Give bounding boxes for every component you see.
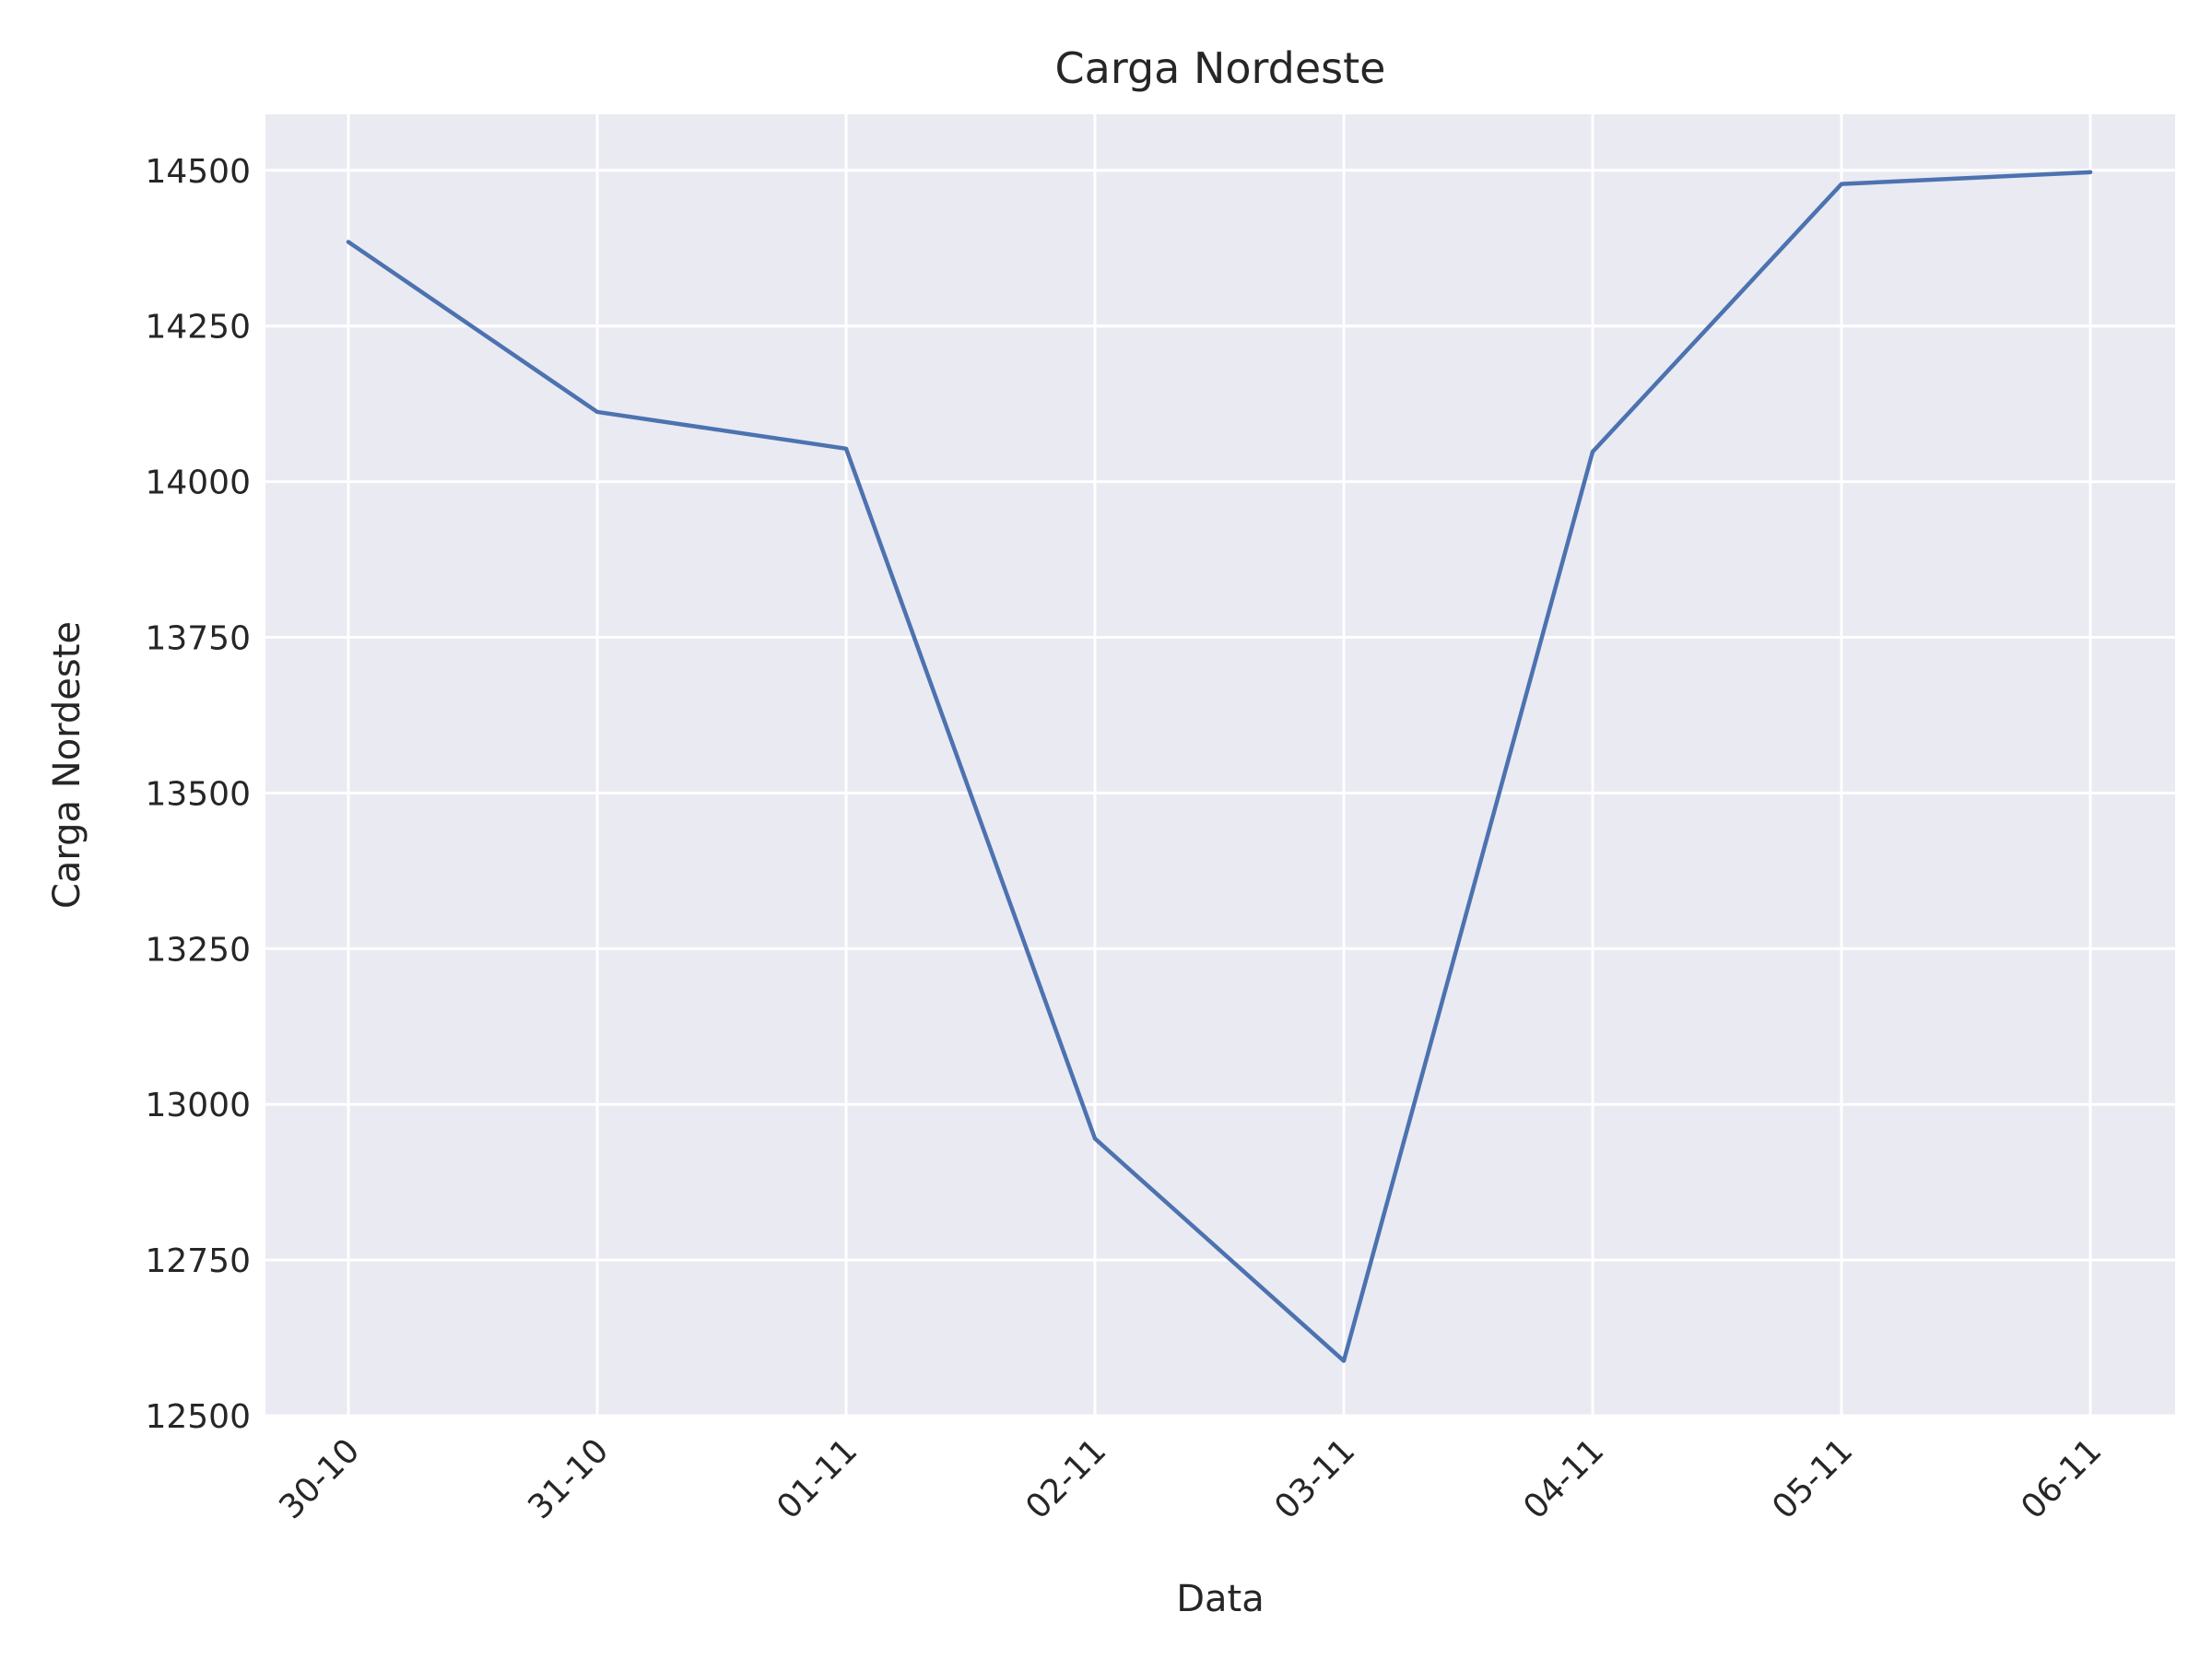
grid-lines bbox=[265, 114, 2175, 1418]
y-tick-label: 14250 bbox=[145, 309, 251, 347]
series-layer bbox=[346, 170, 2093, 1363]
y-tick-label: 13000 bbox=[145, 1087, 251, 1124]
y-tick-label: 13250 bbox=[145, 931, 251, 969]
x-tick-label: 03-11 bbox=[1267, 1431, 1362, 1526]
x-tick-label: 06-11 bbox=[2014, 1431, 2109, 1526]
y-tick-labels: 12500 12750 13000 13250 13500 13750 14000 14250… bbox=[145, 153, 251, 1436]
y-tick-label: 12500 bbox=[145, 1398, 251, 1436]
plot-background bbox=[265, 114, 2175, 1416]
x-axis-label: Data bbox=[1176, 1578, 1265, 1620]
x-tick-label: 02-11 bbox=[1018, 1431, 1113, 1526]
y-axis-label: Carga Nordeste bbox=[46, 621, 88, 909]
y-tick-label: 14500 bbox=[145, 153, 251, 191]
x-tick-label: 31-10 bbox=[521, 1431, 616, 1526]
y-tick-label: 12750 bbox=[145, 1242, 251, 1280]
x-tick-label: 01-11 bbox=[770, 1431, 865, 1526]
x-tick-label: 30-10 bbox=[272, 1431, 367, 1526]
chart-title: Carga Nordeste bbox=[1055, 43, 1386, 93]
series-line bbox=[346, 170, 2093, 1363]
x-tick-labels: 30-10 31-10 01-11 02-11 03-11 04-11 05-11 06-11 bbox=[272, 1431, 2109, 1526]
x-tick-label: 04-11 bbox=[1516, 1431, 1611, 1526]
y-tick-label: 13500 bbox=[145, 775, 251, 813]
y-tick-label: 14000 bbox=[145, 465, 251, 502]
x-tick-label: 05-11 bbox=[1765, 1431, 1860, 1526]
y-tick-label: 13750 bbox=[145, 620, 251, 658]
